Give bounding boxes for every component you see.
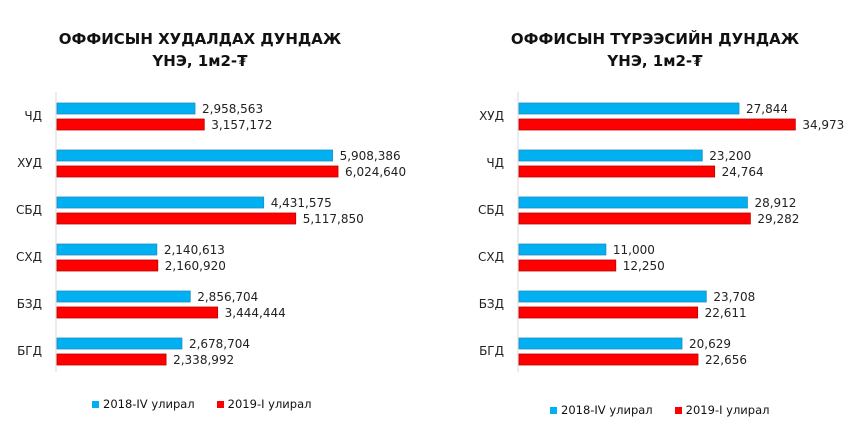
category-label: БЗД [17,297,42,311]
data-label: 28,912 [754,196,796,210]
bar-2018 [56,290,191,303]
legend-item-2019: 2019-I улирал [216,397,311,411]
rent-price-chart: ОФФИСЫН ТҮРЭЭСИЙН ДУНДАЖ ҮНЭ, 1м2-₮ ХУД 2… [425,0,850,435]
bar-2019 [56,118,205,131]
bar-2019 [56,353,167,366]
data-label: 4,431,575 [271,196,332,210]
bar-2018 [56,337,183,350]
data-label: 12,250 [623,259,665,273]
subtitle-line: ҮНЭ, 1м2-₮ [607,52,703,70]
bar-2018 [56,243,158,256]
bar-2019 [56,259,159,272]
data-label: 22,656 [705,353,747,367]
sale-price-chart: ОФФИСЫН ХУДАЛДАХ ДУНДАЖ ҮНЭ, 1м2-₮ ЧД 2,9… [10,28,406,411]
bar-2018 [518,102,740,115]
legend-item-2018: 2018-IV улирал [550,403,653,417]
bar-2018 [56,196,265,209]
bar-2019 [56,306,219,319]
category-label: БЗД [479,297,504,311]
bar-2018 [518,149,703,162]
legend-item-2019: 2019-I улирал [674,403,769,417]
bar-2018 [56,149,333,162]
title-line: ОФФИСЫН ТҮРЭЭСИЙН ДУНДАЖ [510,30,800,48]
category-label: СБД [16,203,42,217]
legend: 2018-IV улирал 2019-I улирал [550,403,769,417]
bar-2018 [518,290,707,303]
plot-area: ЧД 2,958,563 3,157,172 ХУД 5,908,386 6,024,64… [16,92,406,372]
data-label: 34,973 [802,118,844,132]
data-label: 29,282 [757,212,799,226]
category-label: ЧД [486,156,504,170]
bar-2018 [518,337,683,350]
title-line: ОФФИСЫН ХУДАЛДАХ ДУНДАЖ [58,30,342,48]
bar-2018 [56,102,196,115]
bar-2019 [518,212,751,225]
category-label: ХУД [479,109,504,123]
legend: 2018-IV улирал 2019-I улирал [92,397,311,411]
bar-2018 [518,196,748,209]
chart-title: ОФФИСЫН ХУДАЛДАХ ДУНДАЖ ҮНЭ, 1м2-₮ [10,28,390,72]
category-label: СХД [16,250,42,264]
data-label: 3,157,172 [211,118,272,132]
bar-2019 [518,165,716,178]
data-label: 24,764 [722,165,764,179]
data-label: 27,844 [746,102,788,116]
data-label: 2,140,613 [164,243,225,257]
data-label: 5,117,850 [303,212,364,226]
data-label: 2,958,563 [202,102,263,116]
bar-2019 [518,353,699,366]
bar-2019 [518,306,699,319]
data-label: 6,024,640 [345,165,406,179]
bar-2019 [56,212,297,225]
data-label: 2,160,920 [165,259,226,273]
data-label: 22,611 [705,306,747,320]
data-label: 20,629 [689,337,731,351]
category-label: БГД [17,344,42,358]
bar-2019 [518,259,617,272]
category-label: ЧД [24,109,42,123]
data-label: 23,708 [713,290,755,304]
chart-title: ОФФИСЫН ТҮРЭЭСИЙН ДУНДАЖ ҮНЭ, 1м2-₮ [465,28,845,72]
legend-item-2018: 2018-IV улирал [92,397,195,411]
bar-2019 [56,165,339,178]
data-label: 5,908,386 [340,149,401,163]
bar-2019 [518,118,796,131]
data-label: 23,200 [709,149,751,163]
data-label: 2,856,704 [197,290,258,304]
data-label: 3,444,444 [225,306,286,320]
category-label: ХУД [17,156,42,170]
plot-area: ХУД 27,844 34,973 ЧД 23,200 24,764 СБД 28,912 29… [478,92,844,372]
data-label: 2,678,704 [189,337,250,351]
subtitle-line: ҮНЭ, 1м2-₮ [152,52,248,70]
category-label: СБД [478,203,504,217]
bar-2018 [518,243,607,256]
data-label: 11,000 [613,243,655,257]
category-label: БГД [479,344,504,358]
data-label: 2,338,992 [173,353,234,367]
category-label: СХД [478,250,504,264]
